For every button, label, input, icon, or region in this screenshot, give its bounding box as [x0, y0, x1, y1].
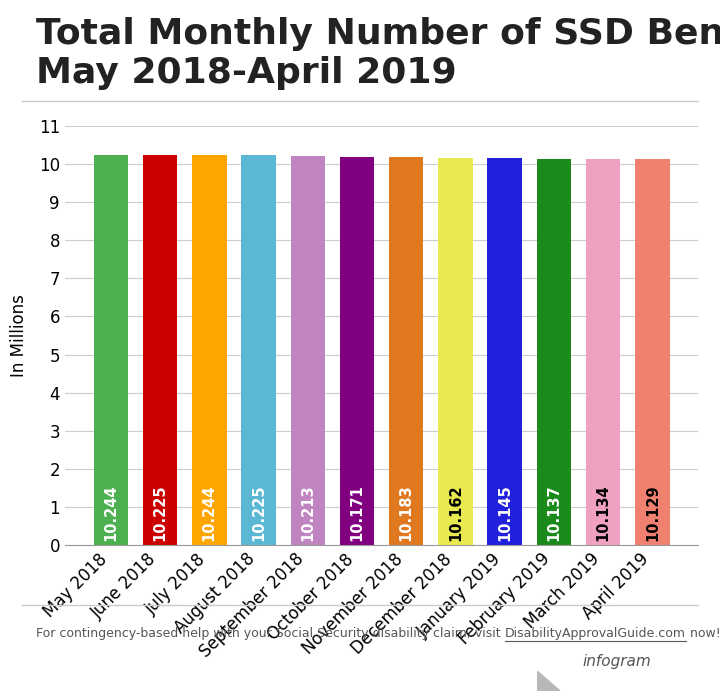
Bar [487, 159, 522, 545]
Text: Total Monthly Number of SSD Beneficiaries,: Total Monthly Number of SSD Beneficiarie… [36, 17, 720, 52]
Text: 10.213: 10.213 [300, 484, 315, 540]
Text: 10.244: 10.244 [104, 484, 118, 540]
Text: For contingency-based help with your Social Security disability claim, visit: For contingency-based help with your Soc… [36, 628, 505, 640]
Text: 10.134: 10.134 [595, 484, 611, 540]
Bar [241, 155, 276, 545]
Text: 10.129: 10.129 [645, 484, 660, 540]
Text: 10.137: 10.137 [546, 484, 562, 540]
Bar [143, 155, 177, 545]
Bar [291, 156, 325, 545]
Text: now!: now! [685, 628, 720, 640]
Text: 10.145: 10.145 [498, 484, 512, 540]
Bar [438, 158, 472, 545]
Text: DisabilityApprovalGuide.com: DisabilityApprovalGuide.com [505, 628, 685, 640]
Text: 10.225: 10.225 [251, 484, 266, 540]
Text: 10.162: 10.162 [448, 484, 463, 540]
Polygon shape [538, 672, 559, 691]
Bar [94, 154, 128, 545]
Text: infogram: infogram [582, 654, 652, 669]
Y-axis label: In Millions: In Millions [9, 294, 27, 377]
Text: May 2018-April 2019: May 2018-April 2019 [36, 56, 456, 90]
Bar [389, 157, 423, 545]
Text: 10.183: 10.183 [399, 484, 414, 540]
Text: 10.225: 10.225 [153, 484, 168, 540]
Text: 10.244: 10.244 [202, 484, 217, 540]
Bar [340, 157, 374, 545]
Bar [635, 159, 670, 545]
Bar [192, 154, 227, 545]
Bar [586, 159, 621, 545]
Text: 10.171: 10.171 [349, 484, 364, 540]
Bar [536, 159, 571, 545]
